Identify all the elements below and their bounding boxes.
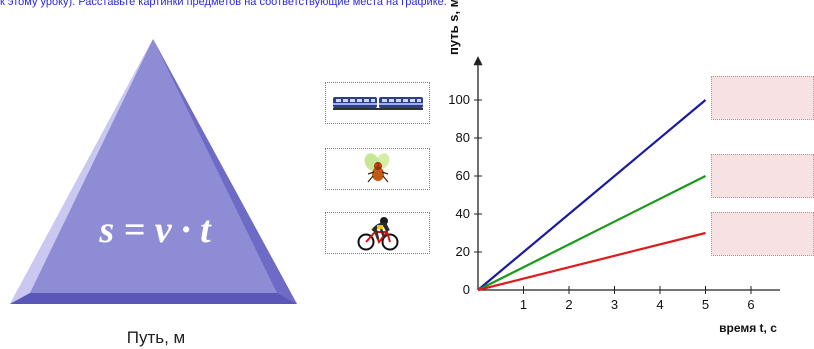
y-tick-label: 80 bbox=[456, 130, 470, 145]
y-tick-label: 20 bbox=[456, 244, 470, 259]
x-tick-label: 4 bbox=[656, 297, 663, 312]
triangle-bottom-bevel bbox=[10, 293, 297, 304]
x-tick-label: 1 bbox=[520, 297, 527, 312]
y-tick-label: 40 bbox=[456, 206, 470, 221]
drop-zone-middle[interactable] bbox=[711, 154, 814, 198]
series-line-2 bbox=[477, 175, 706, 291]
card-fly[interactable] bbox=[325, 148, 430, 190]
x-tick-label: 3 bbox=[611, 297, 618, 312]
card-train[interactable] bbox=[325, 82, 430, 124]
x-tick-label: 6 bbox=[747, 297, 754, 312]
train-icon bbox=[332, 97, 423, 110]
x-axis-label: время t, с bbox=[719, 321, 777, 335]
y-tick-label: 0 bbox=[463, 282, 470, 297]
instruction-text: к этому уроку). Расставьте картинки пред… bbox=[0, 0, 447, 8]
triangle-caption: Путь, м bbox=[126, 328, 186, 347]
drop-zone-bottom[interactable] bbox=[711, 212, 814, 256]
fly-icon bbox=[364, 153, 389, 183]
triangle-face bbox=[30, 58, 277, 293]
series-line-1 bbox=[477, 99, 707, 291]
distance-time-graph: путь s, м время t, с 0 20 40 60 80 100 1 2 3 4 5 6 bbox=[446, 0, 780, 335]
triangle-right-bevel bbox=[153, 39, 297, 304]
y-tick-label: 60 bbox=[456, 168, 470, 183]
cyclist-icon bbox=[357, 217, 398, 251]
formula-triangle bbox=[10, 39, 297, 304]
series-line-3 bbox=[477, 231, 706, 292]
drop-zone-top[interactable] bbox=[711, 76, 814, 120]
formula-text: s = v · t bbox=[99, 209, 211, 251]
card-cyclist[interactable] bbox=[325, 212, 430, 254]
y-axis-label: путь s, м bbox=[446, 0, 461, 55]
triangle-left-bevel bbox=[10, 39, 153, 304]
x-tick-label: 2 bbox=[565, 297, 572, 312]
x-tick-label: 5 bbox=[702, 297, 709, 312]
y-tick-label: 100 bbox=[448, 92, 470, 107]
